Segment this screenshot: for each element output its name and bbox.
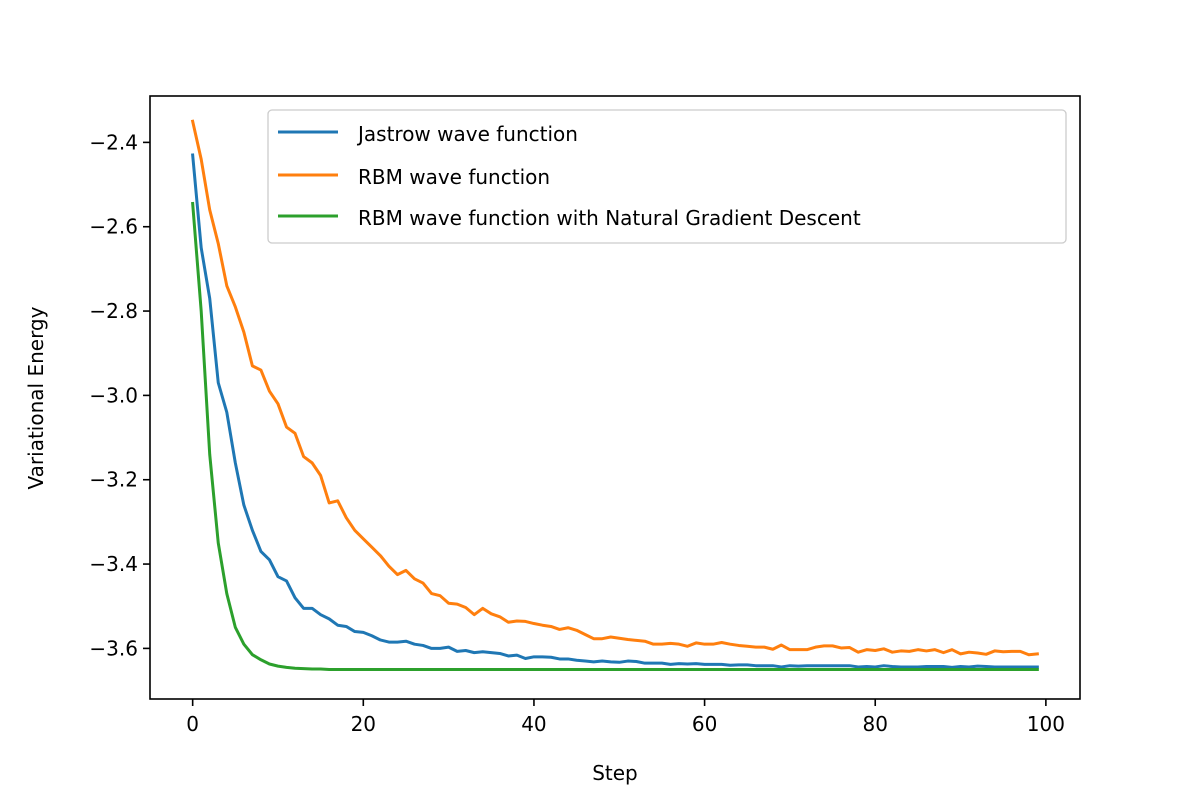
series-line-rbm-wave-function [190, 119, 1039, 657]
y-tick-label: −2.8 [89, 299, 138, 323]
series-line-jastrow-wave-function [191, 153, 1039, 669]
x-axis-label: Step [592, 761, 638, 785]
x-tick-label: 40 [521, 712, 546, 736]
y-tick-label: −3.4 [89, 552, 138, 576]
legend: Jastrow wave function RBM wave function … [267, 109, 1067, 244]
y-tick-label: −3.0 [89, 383, 138, 407]
plot-area-frame [149, 95, 1081, 700]
x-tick-label: 0 [186, 712, 199, 736]
y-tick-label: −2.6 [89, 215, 138, 239]
y-tick-label: −3.6 [89, 636, 138, 660]
series-layer [190, 119, 1039, 671]
ticks-layer: 0 20 40 60 80 100 −2.4 −2.6 −2.8 −3.0 −3.2 −3.4 −3.6 [89, 130, 1065, 736]
x-tick-label: 100 [1027, 712, 1065, 736]
x-tick-label: 80 [863, 712, 888, 736]
x-tick-label: 20 [351, 712, 376, 736]
y-tick-label: −2.4 [89, 130, 138, 154]
legend-label-rbm-ngd: RBM wave function with Natural Gradient … [358, 206, 861, 230]
legend-label-jastrow: Jastrow wave function [356, 122, 578, 146]
legend-box [267, 109, 1067, 244]
legend-label-rbm: RBM wave function [358, 165, 550, 189]
y-axis-label: Variational Energy [24, 306, 48, 489]
x-tick-label: 60 [692, 712, 717, 736]
series-line-rbm-wave-function-with-natural-gradient-descent [191, 201, 1039, 671]
y-tick-label: −3.2 [89, 468, 138, 492]
